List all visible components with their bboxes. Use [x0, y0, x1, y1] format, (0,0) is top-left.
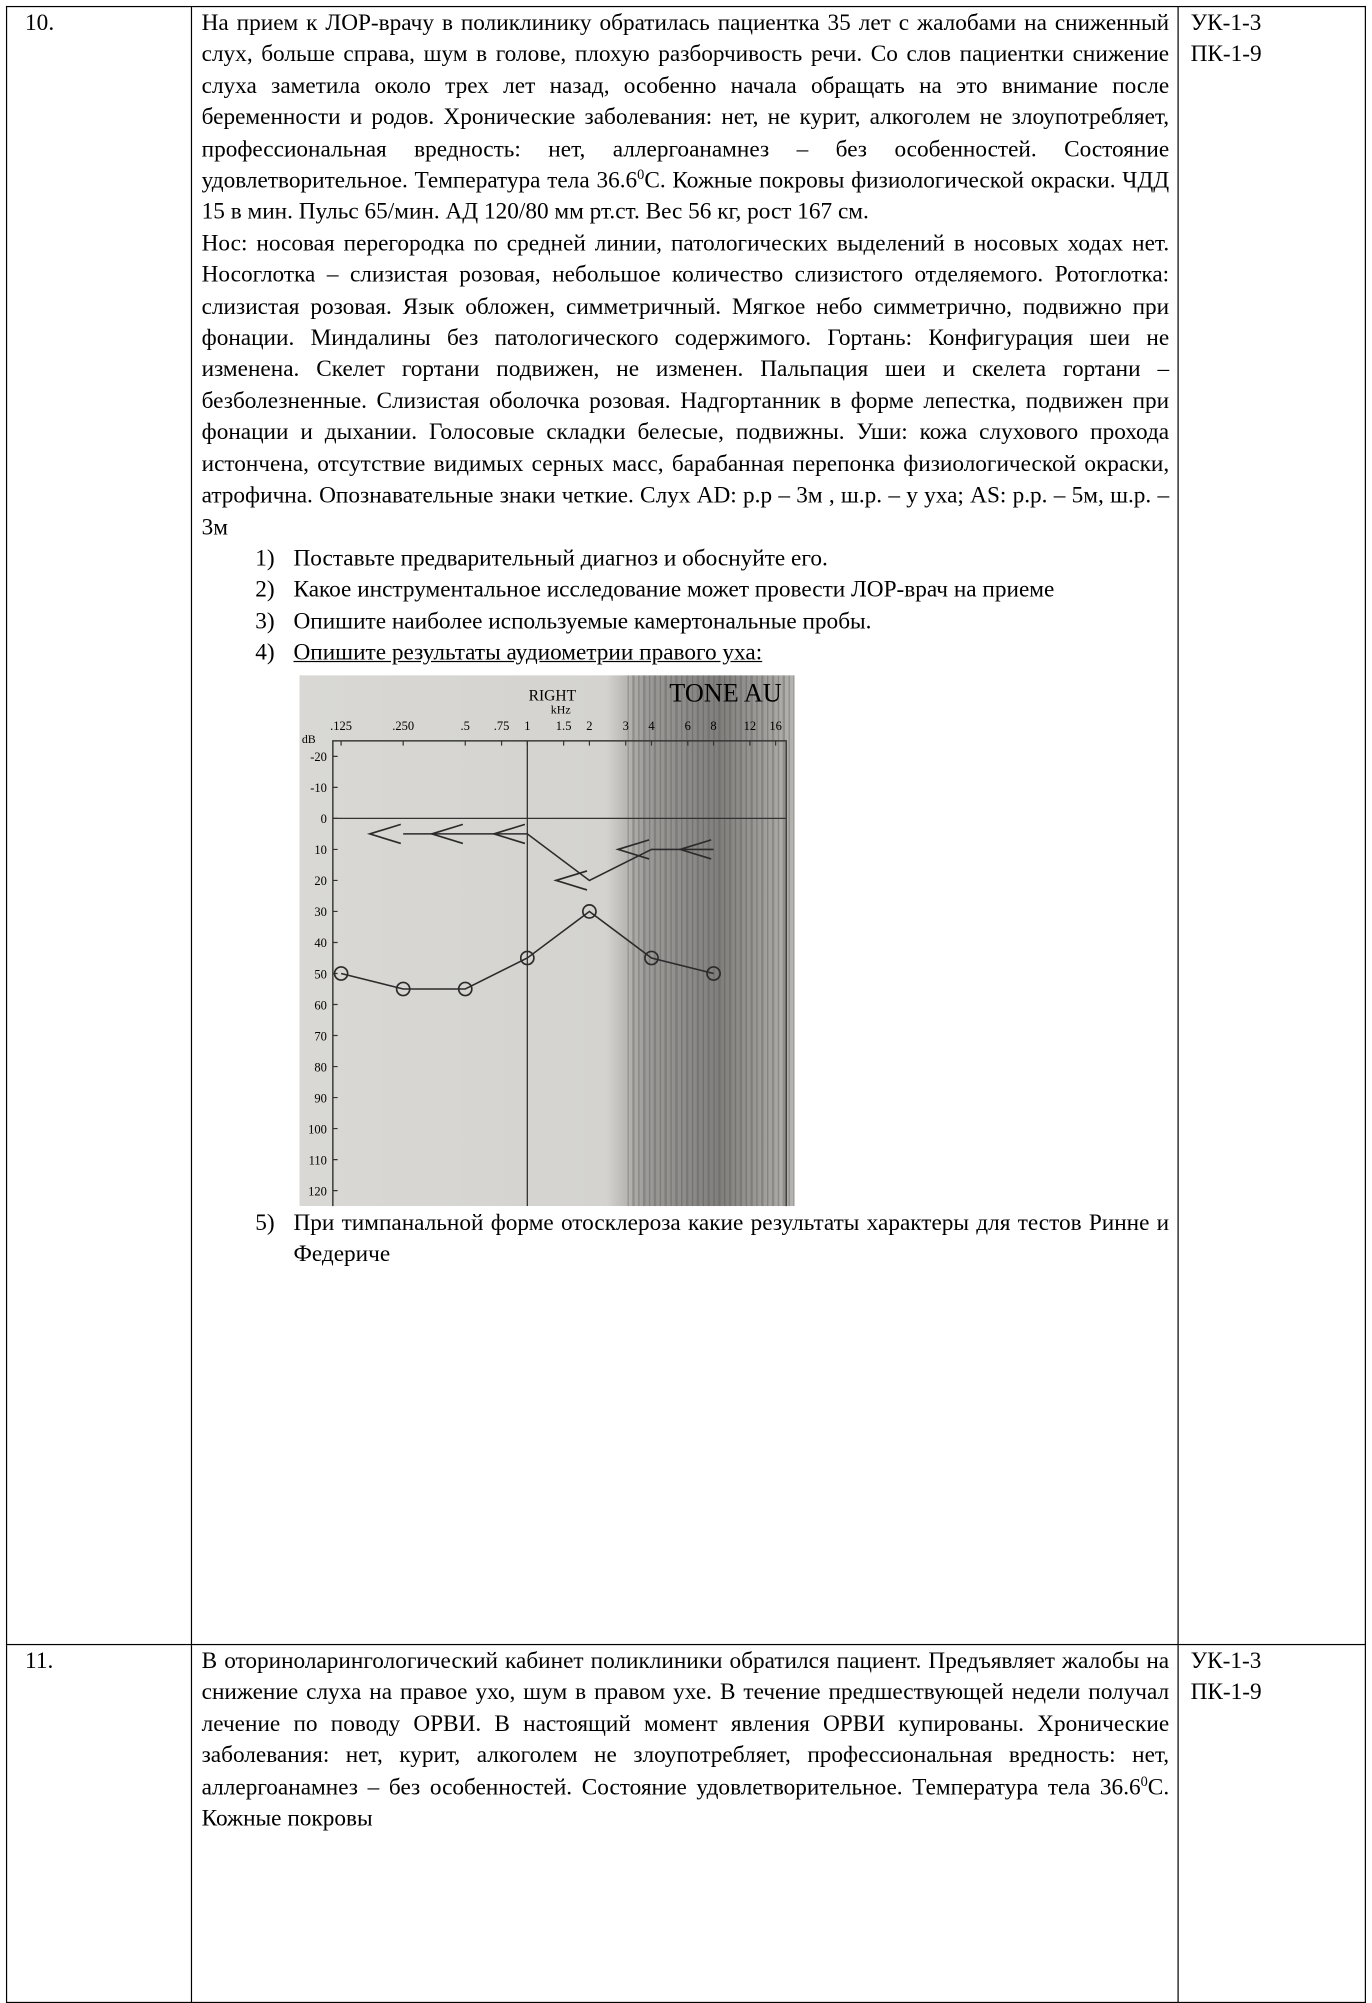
x-tick-label: 12 [744, 719, 757, 733]
question-text: При тимпанальной форме отосклероза какие… [293, 1210, 1169, 1267]
y-tick-label: 80 [314, 1060, 327, 1074]
y-tick-label: -20 [310, 750, 327, 764]
question: 3) Опишите наиболее используемые камертон… [202, 607, 1170, 639]
question: 5) При тимпанальной форме отосклероза как… [202, 1208, 1170, 1271]
y-tick-label: -10 [310, 781, 327, 795]
y-tick-label: 120 [308, 1184, 327, 1198]
audiogram-header: TONE AU [669, 678, 782, 707]
question-number: 2) [255, 575, 274, 607]
y-tick-label: 20 [314, 874, 327, 888]
task-number: 11. [7, 1645, 192, 2003]
question-number: 4) [255, 638, 274, 670]
x-tick-label: 2 [586, 719, 592, 733]
task-number: 10. [7, 7, 192, 1645]
y-tick-label: 0 [321, 812, 327, 826]
y-tick-label: 70 [314, 1029, 327, 1043]
code: ПК-1-9 [1191, 1678, 1365, 1710]
x-tick-label: .250 [392, 719, 414, 733]
task-row: 10. На прием к ЛОР-врачу в поликлинику о… [7, 7, 1366, 1645]
y-tick-label: 10 [314, 843, 327, 857]
y-tick-label: 30 [314, 905, 327, 919]
question-number: 5) [255, 1208, 274, 1240]
x-tick-label: 6 [685, 719, 691, 733]
text: На прием к ЛОР-врачу в поликлинику обрат… [202, 11, 1170, 194]
x-tick-label: 8 [710, 719, 716, 733]
y-tick-label: 90 [314, 1091, 327, 1105]
x-tick-label: .5 [461, 719, 470, 733]
text: В оториноларингологический кабинет полик… [202, 1649, 1170, 1800]
y-tick-label: 100 [308, 1122, 327, 1136]
tasks-table: 10. На прием к ЛОР-врачу в поликлинику о… [6, 6, 1366, 2003]
question-text: Опишите результаты аудиометрии правого у… [293, 641, 762, 666]
question-text: Какое инструментальное исследование може… [293, 578, 1054, 603]
y-axis-label: dB [302, 732, 316, 746]
task-body: На прием к ЛОР-врачу в поликлинику обрат… [191, 7, 1178, 1645]
code: УК-1-3 [1191, 8, 1365, 40]
question-text: Поставьте предварительный диагноз и обос… [293, 546, 827, 571]
task-body: В оториноларингологический кабинет полик… [191, 1645, 1178, 2003]
question-text: Опишите наиболее используемые камертонал… [293, 609, 871, 634]
code: УК-1-3 [1191, 1646, 1365, 1678]
question: 1) Поставьте предварительный диагноз и об… [202, 544, 1170, 576]
paragraph: На прием к ЛОР-врачу в поликлинику обрат… [202, 8, 1170, 229]
question: 2) Какое инструментальное исследование мо… [202, 575, 1170, 607]
question: 4) Опишите результаты аудиометрии правого… [202, 638, 1170, 670]
question-number: 1) [255, 544, 274, 576]
x-tick-label: .125 [330, 719, 352, 733]
y-tick-label: 50 [314, 967, 327, 981]
x-tick-label: 4 [648, 719, 655, 733]
y-tick-label: 110 [309, 1153, 327, 1167]
scan-noise [628, 675, 795, 1206]
x-tick-label: 3 [623, 719, 629, 733]
paragraph: Нос: носовая перегородка по средней лини… [202, 229, 1170, 544]
task-row: 11. В оториноларингологический кабинет п… [7, 1645, 1366, 2003]
question-number: 3) [255, 607, 274, 639]
paragraph: В оториноларингологический кабинет полик… [202, 1646, 1170, 1835]
document: 10. На прием к ЛОР-врачу в поликлинику о… [0, 0, 1372, 1873]
axis-unit: kHz [551, 702, 571, 716]
x-tick-label: 1 [524, 719, 530, 733]
x-tick-label: 1.5 [556, 719, 572, 733]
x-tick-label: 16 [769, 719, 782, 733]
x-tick-label: .75 [494, 719, 510, 733]
y-tick-label: 40 [314, 936, 327, 950]
code: ПК-1-9 [1191, 40, 1365, 72]
page: 10. На прием к ЛОР-врачу в поликлинику о… [0, 0, 1372, 1872]
y-tick-label: 60 [314, 998, 327, 1012]
